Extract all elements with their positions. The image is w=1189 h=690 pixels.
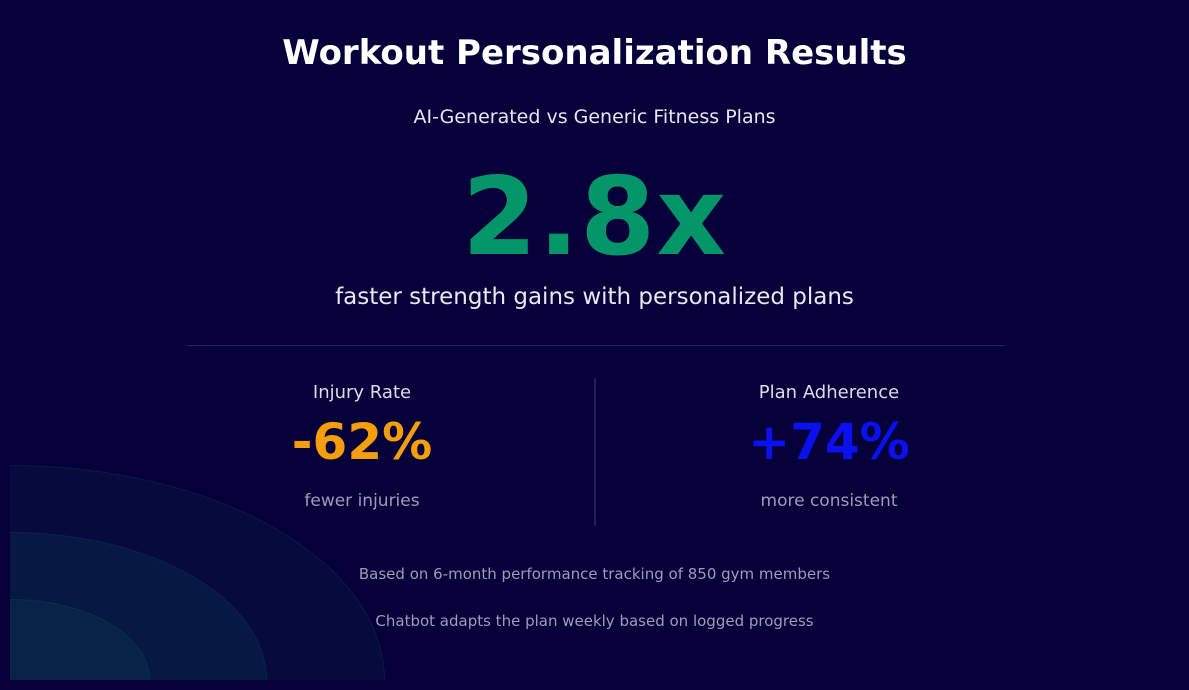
metric-label: Plan Adherence	[758, 382, 900, 403]
metric-label: Injury Rate	[312, 382, 412, 403]
metric-subtext: more consistent	[760, 491, 898, 511]
hero-stat-caption: faster strength gains with personalized …	[335, 284, 854, 310]
hero-stat-value: 2.8x	[462, 155, 727, 280]
page-subtitle: AI-Generated vs Generic Fitness Plans	[413, 106, 776, 128]
footnote-methodology: Based on 6-month performance tracking of…	[358, 565, 831, 583]
footnote-chatbot: Chatbot adapts the plan weekly based on …	[375, 612, 814, 630]
page-title: Workout Personalization Results	[282, 33, 907, 73]
metric-subtext: fewer injuries	[304, 491, 420, 511]
metric-value: +74%	[748, 413, 910, 471]
metric-value: -62%	[291, 413, 433, 471]
horizontal-divider	[186, 345, 1006, 346]
vertical-divider	[594, 378, 596, 526]
decorative-concentric-arcs	[10, 465, 385, 680]
